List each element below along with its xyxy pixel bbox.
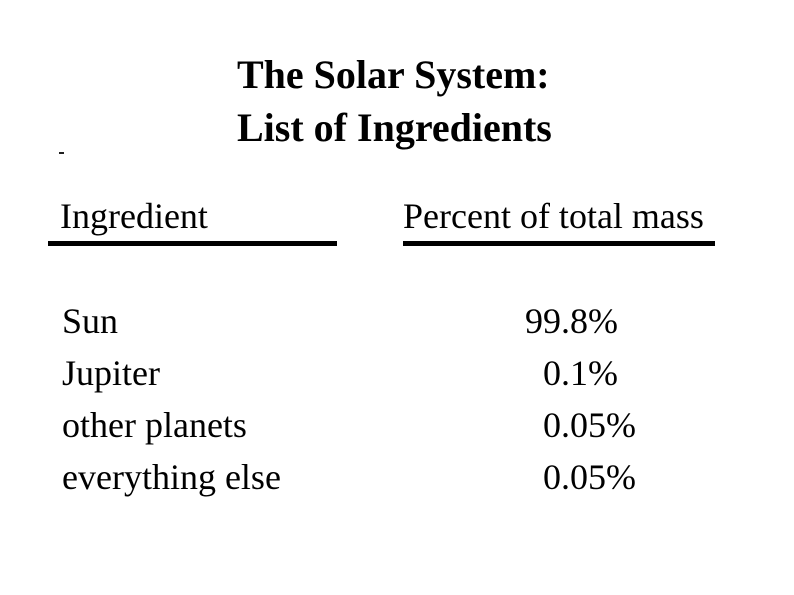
slide-title: The Solar System: List of Ingredients: [237, 48, 552, 154]
stray-mark-artifact: [59, 152, 64, 154]
ingredient-header-underline: [48, 241, 337, 246]
title-line-1: The Solar System:: [237, 52, 550, 97]
percent-column-header: Percent of total mass: [403, 196, 704, 236]
ingredient-label: Jupiter: [62, 353, 160, 393]
ingredient-column-header: Ingredient: [60, 196, 208, 236]
ingredient-label: everything else: [62, 457, 281, 497]
percent-integer-part: 0: [543, 353, 561, 393]
percent-value: 0.05%: [62, 451, 636, 503]
ingredients-table: Sun 99.8% Jupiter 0.1% other planets 0.05% eve…: [62, 295, 722, 503]
percent-fraction-part: .1%: [561, 353, 618, 393]
percent-header-underline: [403, 241, 715, 246]
percent-integer-part: 0: [543, 405, 561, 445]
table-row: Sun 99.8%: [62, 295, 722, 347]
table-row: Jupiter 0.1%: [62, 347, 722, 399]
percent-integer-part: 0: [543, 457, 561, 497]
percent-value: 0.05%: [62, 399, 636, 451]
percent-fraction-part: .8%: [561, 301, 618, 341]
percent-fraction-part: .05%: [561, 457, 636, 497]
percent-value: 0.1%: [62, 347, 618, 399]
table-row: other planets 0.05%: [62, 399, 722, 451]
percent-value: 99.8%: [62, 295, 618, 347]
percent-integer-part: 99: [525, 301, 561, 341]
percent-fraction-part: .05%: [561, 405, 636, 445]
table-row: everything else 0.05%: [62, 451, 722, 503]
ingredient-label: Sun: [62, 301, 119, 341]
title-line-2: List of Ingredients: [237, 105, 552, 150]
ingredient-label: other planets: [62, 405, 247, 445]
